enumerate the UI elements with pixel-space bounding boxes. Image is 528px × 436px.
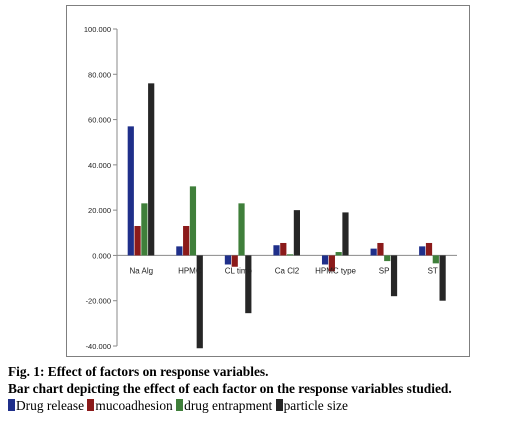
- bar-Drug-release-Ca-Cl2: [273, 245, 280, 256]
- x-tick-label: HPMC: [178, 266, 202, 275]
- bar-drug-entrapment-SP: [384, 255, 391, 262]
- bar-chart: 100.000 80.000 60.000 40.000 20.000 0.000 -20.…: [84, 25, 457, 351]
- x-tick-label: CL time: [225, 266, 253, 275]
- bar-particle-size-HPMC-type: [342, 212, 349, 256]
- x-tick-label: HPMC type: [315, 266, 356, 275]
- bar-particle-size-Na-Alg: [148, 83, 155, 256]
- y-tick-label: 60.000: [88, 116, 111, 125]
- legend-item-mucoadhesion: mucoadhesion: [87, 398, 173, 413]
- bar-drug-entrapment-CL-time: [238, 203, 245, 256]
- bar-mucoadhesion-HPMC-type: [328, 255, 335, 272]
- y-tick-label: 40.000: [88, 161, 111, 170]
- legend-label: particle size: [283, 398, 348, 413]
- caption-description: Bar chart depicting the effect of each f…: [8, 381, 452, 396]
- bar-mucoadhesion-SP: [377, 242, 384, 256]
- bar-drug-entrapment-ST: [432, 255, 439, 264]
- bar-particle-size-HPMC: [196, 255, 203, 349]
- y-tick-label: 0.000: [92, 251, 111, 260]
- y-tick-label: -40.000: [86, 342, 111, 351]
- bar-drug-entrapment-Na-Alg: [141, 203, 148, 256]
- legend-swatch: [275, 399, 283, 411]
- bar-mucoadhesion-Ca-Cl2: [280, 242, 287, 256]
- bar-Drug-release-SP: [370, 248, 377, 256]
- x-tick-label: ST: [428, 266, 438, 275]
- bar-Drug-release-CL-time: [224, 255, 232, 265]
- legend-swatch: [87, 399, 95, 411]
- legend-swatch: [8, 399, 15, 411]
- chart-frame: 100.000 80.000 60.000 40.000 20.000 0.000 -20.…: [66, 5, 470, 357]
- y-tick-label: 100.000: [84, 25, 111, 34]
- bar-particle-size-Ca-Cl2: [293, 210, 300, 256]
- bar-particle-size-CL-time: [245, 255, 252, 314]
- bar-mucoadhesion-HPMC: [183, 225, 190, 256]
- y-tick-label: -20.000: [86, 297, 111, 306]
- legend-item-particle-size: particle size: [275, 398, 348, 413]
- x-tick-label: Na Alg: [129, 266, 153, 275]
- bar-drug-entrapment-HPMC-type: [335, 252, 342, 256]
- bar-mucoadhesion-ST: [425, 242, 433, 256]
- bar-particle-size-ST: [439, 255, 446, 301]
- bar-Drug-release-HPMC-type: [321, 255, 329, 265]
- bar-Drug-release-Na-Alg: [127, 126, 134, 256]
- bar-mucoadhesion-CL-time: [231, 255, 238, 267]
- x-tick-label: SP: [379, 266, 390, 275]
- bar-mucoadhesion-Na-Alg: [134, 225, 141, 256]
- bar-Drug-release-ST: [419, 246, 426, 256]
- figure-caption: Fig. 1: Effect of factors on response va…: [8, 363, 524, 414]
- legend-item-drug-release: Drug release: [8, 398, 84, 413]
- x-tick-label: Ca Cl2: [275, 266, 300, 275]
- legend: Drug release mucoadhesion drug entrapmen…: [8, 398, 348, 413]
- legend-swatch: [176, 399, 184, 411]
- legend-label: Drug release: [16, 398, 85, 413]
- bar-drug-entrapment-Ca-Cl2: [287, 254, 294, 256]
- bar-Drug-release-HPMC: [176, 246, 183, 256]
- y-tick-label: 80.000: [88, 70, 111, 79]
- legend-item-drug-entrapment: drug entrapment: [176, 398, 272, 413]
- bar-drug-entrapment-HPMC: [189, 186, 197, 256]
- legend-label: mucoadhesion: [95, 398, 173, 413]
- caption-title: Fig. 1: Effect of factors on response va…: [8, 364, 269, 379]
- legend-label: drug entrapment: [184, 398, 273, 413]
- bar-particle-size-SP: [390, 255, 398, 297]
- y-tick-label: 20.000: [88, 206, 111, 215]
